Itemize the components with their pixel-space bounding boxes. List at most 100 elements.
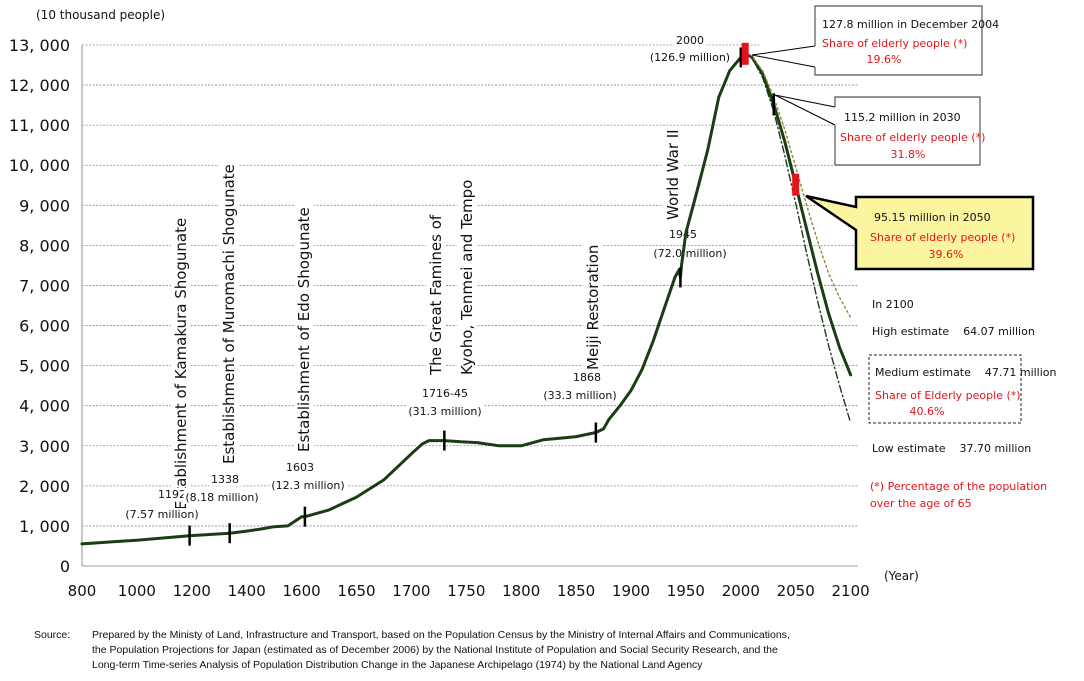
label-bg <box>663 126 683 223</box>
event-label: Establishment of Kamakura Shogunate <box>171 214 191 513</box>
marker-2004 <box>741 42 749 65</box>
event-value-label: (126.9 million) <box>650 51 730 64</box>
label-bg <box>209 473 241 486</box>
x-tick-label: 2050 <box>777 582 815 600</box>
event-label-text: Establishment of Edo Shogunate <box>295 207 313 452</box>
label-bg <box>583 241 603 373</box>
x-tick-label: 800 <box>68 582 97 600</box>
y-tick-label: 1, 000 <box>19 517 70 536</box>
callout-2050-line2: Share of elderly people (*) <box>870 231 1015 244</box>
x-tick-label: 2100 <box>832 582 870 600</box>
label-bg <box>284 461 316 474</box>
callout-2050-box <box>805 194 1035 271</box>
projection-medium-box <box>868 354 1022 424</box>
source-line: Prepared by the Ministy of Land, Infrast… <box>92 629 790 641</box>
event-label-text: The Great Famines of <box>427 214 445 376</box>
event-label-text: Kyoho, Tenmei and Tempo <box>458 180 476 375</box>
callout-2030-pointer-top <box>774 94 836 108</box>
x-tick-label: 1800 <box>502 582 540 600</box>
projection-medium: Medium estimate 47.71 million <box>875 366 1057 379</box>
callout-2030-line3: 31.8% <box>891 148 926 161</box>
y-tick-label: 5, 000 <box>19 357 70 376</box>
x-tick-label: 1700 <box>392 582 430 600</box>
x-tick-label: 1950 <box>667 582 705 600</box>
callout-2004-line2: Share of elderly people (*) <box>822 37 967 50</box>
marker-2050 <box>792 173 800 196</box>
callout-2004-pointer-top <box>751 45 816 56</box>
callout-2030-pointer-bottom <box>774 94 836 126</box>
series-line-low-estimate <box>744 53 852 424</box>
projections-2100: In 2100 High estimate 64.07 million Medi… <box>868 298 1057 510</box>
event-year-label: 1603 <box>286 461 314 474</box>
x-tick-label: 1000 <box>118 582 156 600</box>
callout-2004-box <box>814 5 983 76</box>
event-value-label: (33.3 million) <box>543 389 616 402</box>
y-tick-label: 10, 000 <box>9 156 70 175</box>
y-unit-label: (10 thousand people) <box>36 8 165 22</box>
projection-heading: In 2100 <box>872 298 914 311</box>
callout-2004-line3: 19.6% <box>867 53 902 66</box>
event-value-label: (8.18 million) <box>185 491 258 504</box>
label-bg <box>674 34 706 47</box>
callout-2030-box <box>834 96 981 166</box>
x-tick-label: 1750 <box>447 582 485 600</box>
x-tick-label: 1200 <box>173 582 211 600</box>
y-tick-labels: 0 1, 000 2, 000 3, 000 4, 000 5, 000 6, 000 7, … <box>9 36 70 576</box>
source-line: the Population Projections for Japan (es… <box>92 644 778 656</box>
label-bg <box>571 371 603 384</box>
projection-high: High estimate 64.07 million <box>872 325 1035 338</box>
event-label: The Great Famines of <box>426 211 446 379</box>
callout-2030: 115.2 million in 2030 Share of elderly p… <box>774 94 985 166</box>
y-tick-label: 4, 000 <box>19 397 70 416</box>
event-year-label: 2000 <box>676 34 704 47</box>
event-value-label: (12.3 million) <box>271 479 344 492</box>
label-bg <box>420 387 470 400</box>
gridlines <box>82 44 858 527</box>
x-tick-label: 1400 <box>228 582 266 600</box>
callout-2030-line2: Share of elderly people (*) <box>840 131 985 144</box>
event-label-text: Meiji Restoration <box>584 245 602 370</box>
callout-2004: 127.8 million in December 2004 Share of … <box>751 5 999 76</box>
callout-2050-line1: 95.15 million in 2050 <box>874 211 991 224</box>
event-year-label: 1868 <box>573 371 601 384</box>
event-label-text: Establishment of Muromachi Shogunate <box>220 164 238 464</box>
label-bg <box>183 491 261 504</box>
label-bg <box>219 161 239 467</box>
event-annotations: Establishment of Kamakura Shogunate1192(… <box>123 34 733 521</box>
event-label-text: World War II <box>664 129 682 220</box>
x-tick-labels: 800 1000 1200 1400 1600 1650 1700 1750 1800 1850 1… <box>68 582 870 600</box>
source-line: Long-term Time-series Analysis of Popula… <box>92 659 703 671</box>
label-bg <box>667 228 699 241</box>
y-tick-label: 13, 000 <box>9 36 70 55</box>
label-bg <box>541 389 619 402</box>
footnote-line2: over the age of 65 <box>870 497 972 510</box>
y-tick-label: 12, 000 <box>9 76 70 95</box>
y-tick-label: 6, 000 <box>19 317 70 336</box>
callout-2050: 95.15 million in 2050 Share of elderly p… <box>805 194 1035 271</box>
source-text: Prepared by the Ministy of Land, Infrast… <box>92 628 1084 673</box>
label-bg <box>647 51 733 64</box>
callout-2004-pointer-bottom <box>751 54 816 68</box>
label-bg <box>171 214 191 513</box>
event-value-label: (31.3 million) <box>408 405 481 418</box>
footnote-line1: (*) Percentage of the population <box>870 480 1047 493</box>
x-tick-label: 1850 <box>557 582 595 600</box>
label-bg <box>156 488 188 501</box>
y-tick-label: 7, 000 <box>19 276 70 295</box>
x-tick-label: 1900 <box>612 582 650 600</box>
label-bg <box>426 211 446 379</box>
y-tick-label: 2, 000 <box>19 477 70 496</box>
label-bg <box>406 405 484 418</box>
x-tick-label: 1600 <box>283 582 321 600</box>
event-label: Meiji Restoration <box>583 241 603 373</box>
population-chart: (10 thousand people) (Year) 0 1, 000 2, 00… <box>9 5 1057 600</box>
y-tick-label: 3, 000 <box>19 437 70 456</box>
y-tick-label: 8, 000 <box>19 236 70 255</box>
y-tick-label: 0 <box>60 557 70 576</box>
event-label-text: Establishment of Kamakura Shogunate <box>172 218 190 510</box>
event-year-label: 1945 <box>669 228 697 241</box>
x-unit-label: (Year) <box>884 569 919 583</box>
series-line-high-estimate <box>744 53 852 319</box>
label-bg <box>294 204 314 455</box>
projection-medium-share: Share of Elderly people (*) <box>875 389 1021 402</box>
